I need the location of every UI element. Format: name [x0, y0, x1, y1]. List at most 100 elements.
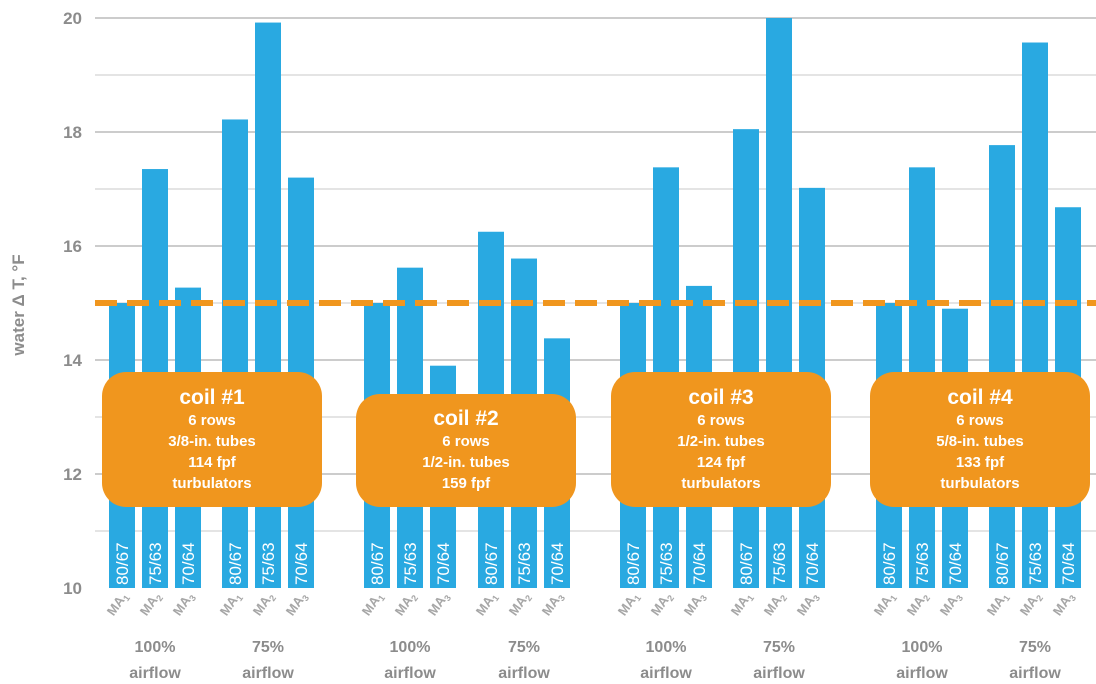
coil-spec-line: 159 fpf: [441, 475, 491, 492]
group-label-line1: 75%: [1019, 639, 1051, 656]
bar-data-label: 70/64: [548, 542, 567, 585]
coil-spec-line: 6 rows: [188, 411, 236, 429]
group-label-line1: 100%: [902, 639, 943, 656]
x-tick-label: MA1: [728, 589, 756, 619]
coil-title: coil #4: [947, 385, 1013, 409]
x-tick-label: MA1: [473, 589, 501, 619]
bar-data-label: 70/64: [946, 542, 965, 585]
x-tick-label: MA1: [871, 589, 899, 619]
coil-spec-line: turbulators: [940, 474, 1020, 492]
group-label-line1: 75%: [763, 639, 795, 656]
bar-data-label: 75/63: [770, 542, 789, 585]
x-tick-label: MA2: [392, 589, 420, 619]
bar-data-label: 70/64: [690, 542, 709, 585]
y-tick-label: 10: [63, 579, 82, 598]
bar-data-label: 70/64: [1059, 542, 1078, 585]
coil-spec-line: turbulators: [172, 474, 252, 492]
group-label-line2: airflow: [242, 665, 294, 682]
x-tick-label: MA3: [170, 589, 198, 619]
x-tick-label: MA1: [615, 589, 643, 619]
group-label-line1: 100%: [390, 639, 431, 656]
x-tick-label: MA2: [137, 589, 165, 619]
y-tick-label: 14: [63, 351, 82, 370]
bar-data-label: 80/67: [993, 542, 1012, 585]
y-tick-label: 12: [63, 465, 82, 484]
coil-spec-line: 1/2-in. tubes: [677, 432, 765, 450]
coil-spec-line: 6 rows: [956, 411, 1004, 429]
group-label-line2: airflow: [1009, 665, 1061, 682]
bar-data-label: 80/67: [880, 542, 899, 585]
coil-annotation-box: coil #4 6 rows 5/8-in. tubes 133 fpf turbula…: [870, 372, 1090, 507]
x-tick-label: MA3: [937, 589, 965, 619]
y-tick-label: 16: [63, 237, 82, 256]
x-tick-label: MA2: [648, 589, 676, 619]
bar: [222, 119, 248, 589]
bar-data-label: 75/63: [515, 542, 534, 585]
bar-data-label: 70/64: [292, 542, 311, 585]
bar-data-label: 75/63: [259, 542, 278, 585]
bar-data-label: 70/64: [434, 542, 453, 585]
bar-data-label: 80/67: [113, 542, 132, 585]
x-tick-label: MA1: [984, 589, 1012, 619]
coil-spec-line: turbulators: [681, 474, 761, 492]
group-label-line2: airflow: [498, 665, 550, 682]
coil-title: coil #2: [433, 407, 499, 430]
coil-spec-line: 5/8-in. tubes: [936, 432, 1024, 450]
x-tick-label: MA3: [794, 589, 822, 619]
coil-annotation-box: coil #2 6 rows 1/2-in. tubes 159 fpf: [356, 394, 576, 507]
coil-title: coil #1: [179, 385, 245, 409]
x-tick-label: MA2: [1017, 589, 1045, 619]
bar-data-label: 80/67: [368, 542, 387, 585]
bar: [989, 145, 1015, 589]
x-tick-label: MA1: [104, 589, 132, 619]
coil-title: coil #3: [688, 385, 754, 409]
group-label-line1: 100%: [135, 639, 176, 656]
bar: [733, 129, 759, 588]
bar-data-label: 75/63: [913, 542, 932, 585]
x-tick-label: MA2: [506, 589, 534, 619]
bar-data-label: 75/63: [401, 542, 420, 585]
bar-data-label: 70/64: [179, 542, 198, 585]
group-label-line1: 75%: [508, 639, 540, 656]
coil-spec-line: 124 fpf: [696, 453, 746, 471]
group-label-line2: airflow: [640, 665, 692, 682]
bar-data-label: 75/63: [1026, 542, 1045, 585]
x-tick-label: MA3: [425, 589, 453, 619]
bar-data-label: 80/67: [737, 542, 756, 585]
coil-spec-line: 3/8-in. tubes: [168, 432, 256, 450]
bar-data-label: 75/63: [657, 542, 676, 585]
y-tick-labels: 10 12 14 16 18 20: [63, 9, 82, 598]
bar-data-label: 70/64: [803, 542, 822, 585]
coil-annotation-box: coil #3 6 rows 1/2-in. tubes 124 fpf turbula…: [611, 372, 831, 507]
group-label-line2: airflow: [129, 665, 181, 682]
coil-spec-line: 6 rows: [697, 411, 745, 429]
bar-data-label: 80/67: [624, 542, 643, 585]
y-tick-label: 18: [63, 123, 82, 142]
x-tick-label: MA3: [283, 589, 311, 619]
coil-spec-line: 133 fpf: [955, 453, 1005, 471]
x-tick-label: MA2: [761, 589, 789, 619]
x-tick-label: MA3: [681, 589, 709, 619]
bar-data-label: 80/67: [226, 542, 245, 585]
group-label-line2: airflow: [753, 665, 805, 682]
x-tick-label: MA3: [539, 589, 567, 619]
x-tick-label: MA2: [250, 589, 278, 619]
group-label-line1: 75%: [252, 639, 284, 656]
x-tick-label: MA1: [217, 589, 245, 619]
group-label-line2: airflow: [896, 665, 948, 682]
group-label-line1: 100%: [646, 639, 687, 656]
y-tick-label: 20: [63, 9, 82, 28]
x-tick-label: MA3: [1050, 589, 1078, 619]
y-axis-label: water Δ T, °F: [9, 254, 28, 356]
coil-annotation-box: coil #1 6 rows 3/8-in. tubes 114 fpf turbula…: [102, 372, 322, 507]
coil-spec-line: 1/2-in. tubes: [422, 454, 510, 471]
bar-data-label: 80/67: [482, 542, 501, 585]
group-label-line2: airflow: [384, 665, 436, 682]
x-tick-label: MA1: [359, 589, 387, 619]
coil-spec-line: 114 fpf: [188, 453, 236, 471]
coil-spec-line: 6 rows: [442, 433, 490, 450]
x-tick-label: MA2: [904, 589, 932, 619]
bar-data-label: 75/63: [146, 542, 165, 585]
